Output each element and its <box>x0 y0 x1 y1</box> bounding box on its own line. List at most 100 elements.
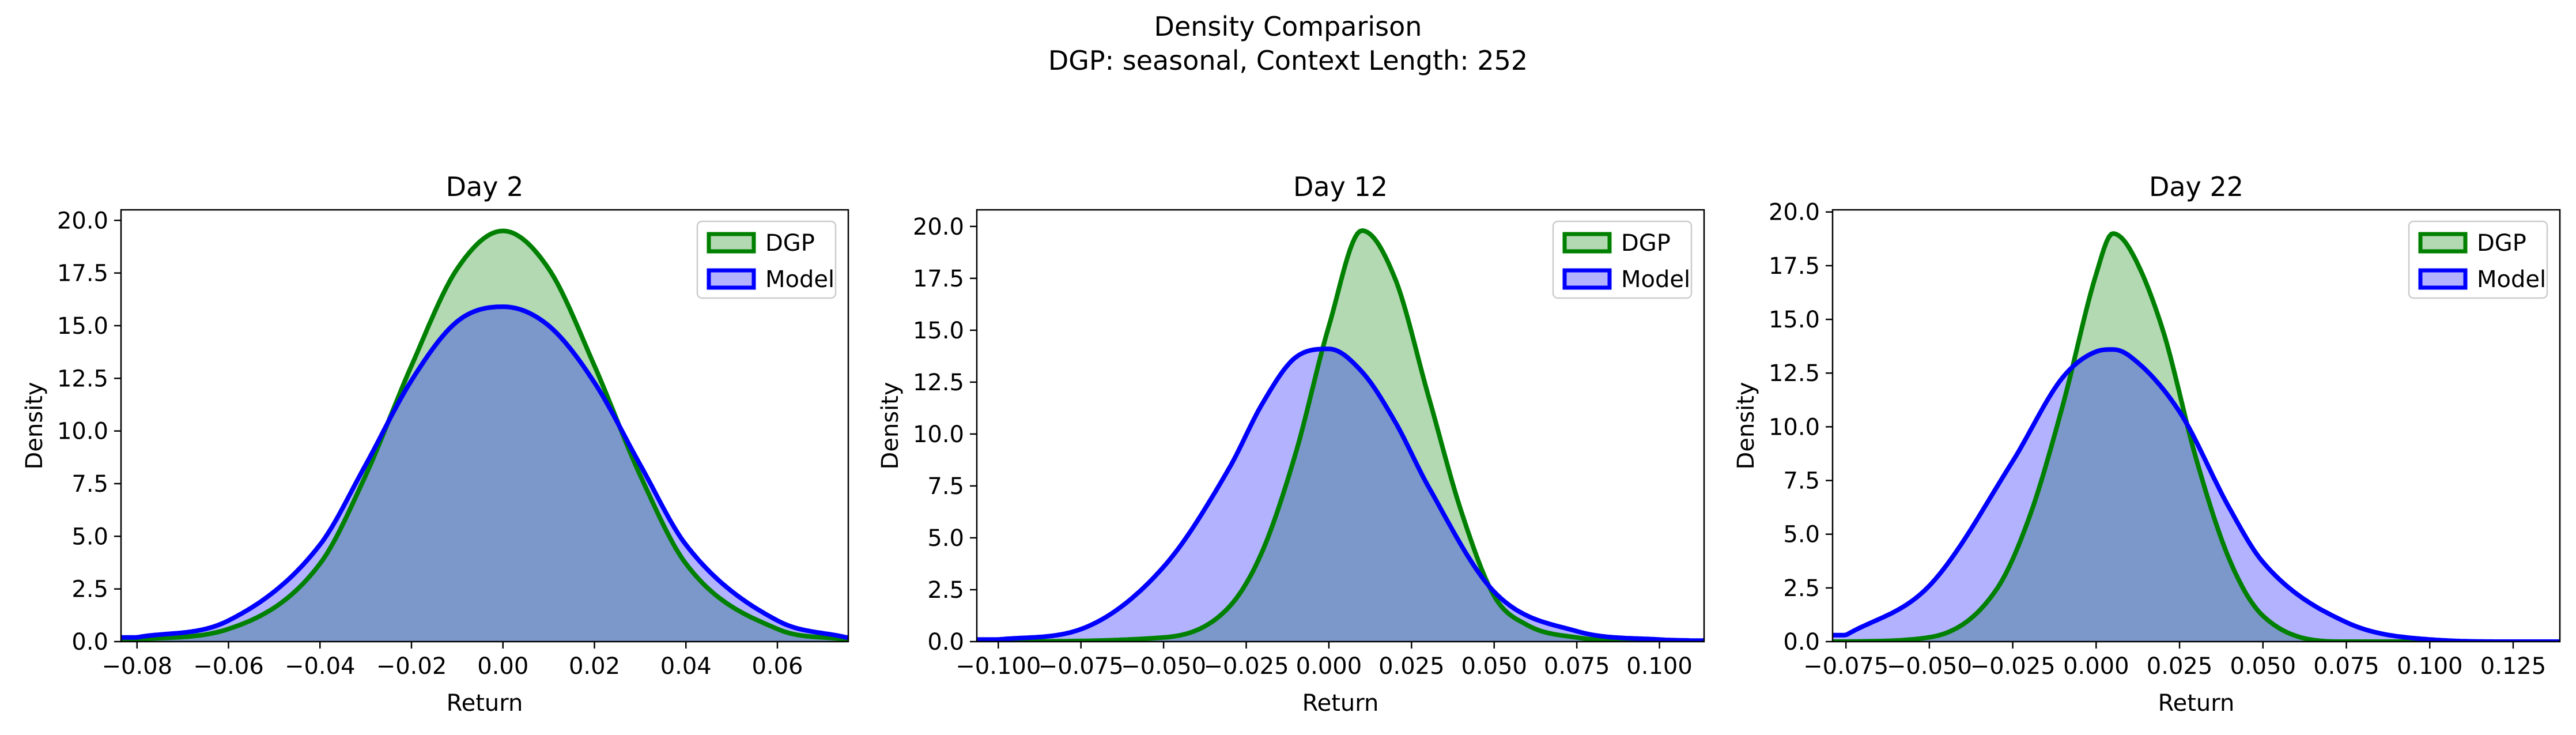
series-area-dgp <box>977 231 1704 642</box>
legend-box <box>1552 220 1693 299</box>
legend-box <box>2408 220 2548 299</box>
x-tick-label: −0.075 <box>1038 653 1124 680</box>
y-tick-label: 12.5 <box>913 370 964 396</box>
y-tick-label: 10.0 <box>1769 414 1820 440</box>
x-tick-label: 0.050 <box>1461 653 1527 680</box>
y-tick-label: 7.5 <box>927 473 964 500</box>
legend-label: DGP <box>2477 230 2526 257</box>
y-tick-label: 20.0 <box>913 214 964 240</box>
y-tick-label: 10.0 <box>913 421 964 448</box>
legend-swatch-dgp <box>1562 232 1612 254</box>
x-tick-label: 0.00 <box>477 653 528 680</box>
y-tick-label: 5.0 <box>1783 522 1820 548</box>
y-tick-label: 12.5 <box>1769 360 1820 387</box>
x-axis-label: Return <box>447 690 523 717</box>
legend: DGP Model <box>2408 220 2548 299</box>
series-line-model <box>121 304 848 640</box>
x-tick-label: −0.075 <box>1803 653 1888 680</box>
legend: DGP Model <box>696 220 837 299</box>
series-line-model <box>1833 347 2560 642</box>
legend-swatch-model <box>2418 268 2468 290</box>
y-tick-label: 0.0 <box>71 629 108 655</box>
y-tick-label: 0.0 <box>927 629 964 655</box>
subplot-title: Day 2 <box>446 171 524 202</box>
x-tick-label: 0.100 <box>2397 653 2463 680</box>
axes-frame <box>1831 209 2561 643</box>
axes-frame <box>120 209 849 643</box>
x-tick-label: 0.000 <box>2063 653 2129 680</box>
legend-swatch-model <box>707 268 756 290</box>
x-tick-label: −0.050 <box>1121 653 1206 680</box>
legend-label: Model <box>1621 266 1690 293</box>
x-tick-label: 0.075 <box>1544 653 1610 680</box>
x-tick-label: 0.125 <box>2480 653 2547 680</box>
series-area-model <box>977 349 1704 642</box>
y-tick-label: 5.0 <box>71 523 108 550</box>
plot-area <box>1833 231 2560 642</box>
legend-box <box>696 220 837 299</box>
plot-area <box>121 228 848 642</box>
y-tick-label: 17.5 <box>1769 253 1820 280</box>
figure-subtitle: DGP: seasonal, Context Length: 252 <box>1048 45 1528 76</box>
y-tick-label: 0.0 <box>1783 629 1820 655</box>
y-tick-label: 7.5 <box>71 471 108 497</box>
series-area-dgp <box>121 231 848 642</box>
legend-label: Model <box>765 266 834 293</box>
subplot-1: −0.08 −0.06 −0.04 −0.02 0.00 0.02 0.04 0.06 0.0 2… <box>21 171 849 717</box>
y-tick-label: 12.5 <box>57 365 108 392</box>
x-tick-label: 0.06 <box>751 653 803 680</box>
series-area-model <box>121 307 848 642</box>
x-tick-label: −0.050 <box>1887 653 1972 680</box>
legend-label: Model <box>2477 266 2546 293</box>
series-line-dgp <box>977 228 1704 642</box>
y-tick-label: 17.5 <box>913 266 964 292</box>
series-line-model <box>977 346 1704 642</box>
y-tick-label: 2.5 <box>1783 575 1820 602</box>
legend-swatch-dgp <box>2418 232 2468 254</box>
x-tick-label: −0.04 <box>285 653 356 680</box>
legend-swatch-dgp <box>707 232 756 254</box>
x-tick-label: −0.06 <box>193 653 264 680</box>
y-axis-label: Density <box>877 382 904 469</box>
x-tick-label: 0.050 <box>2230 653 2297 680</box>
x-tick-label: 0.075 <box>2313 653 2379 680</box>
series-line-dgp <box>121 228 848 642</box>
figure-title: Density Comparison <box>1154 11 1422 42</box>
series-area-model <box>1833 349 2560 642</box>
legend-swatch-model <box>1562 268 1612 290</box>
x-tick-label: 0.100 <box>1626 653 1693 680</box>
x-axis-label: Return <box>1302 690 1379 717</box>
plot-area <box>977 228 1704 642</box>
axes-frame <box>976 209 1705 643</box>
x-tick-label: −0.025 <box>1203 653 1289 680</box>
y-tick-label: 10.0 <box>57 419 108 445</box>
x-axis-label: Return <box>2158 690 2235 717</box>
y-tick-label: 2.5 <box>71 576 108 603</box>
y-tick-label: 20.0 <box>57 208 108 234</box>
y-tick-label: 15.0 <box>57 313 108 340</box>
y-tick-label: 2.5 <box>927 577 964 604</box>
subplot-3: −0.075−0.050−0.025 0.000 0.025 0.050 0.075 0.… <box>1733 171 2561 717</box>
y-tick-label: 15.0 <box>913 318 964 344</box>
x-tick-label: −0.02 <box>376 653 447 680</box>
y-tick-label: 5.0 <box>927 525 964 552</box>
x-tick-label: 0.02 <box>569 653 620 680</box>
x-tick-label: −0.08 <box>101 653 172 680</box>
x-tick-label: 0.000 <box>1296 653 1362 680</box>
series-line-dgp <box>1833 231 2560 642</box>
legend-label: DGP <box>1621 230 1671 257</box>
legend-label: DGP <box>765 230 815 257</box>
x-tick-label: 0.04 <box>660 653 712 680</box>
x-tick-label: 0.025 <box>2147 653 2213 680</box>
subplot-title: Day 12 <box>1293 171 1388 202</box>
legend: DGP Model <box>1552 220 1693 299</box>
x-tick-label: 0.025 <box>1378 653 1445 680</box>
subplot-2: −0.100−0.075−0.050−0.025 0.000 0.025 0.050 0… <box>877 171 1705 717</box>
x-tick-label: −0.100 <box>955 653 1041 680</box>
y-tick-label: 7.5 <box>1783 468 1820 495</box>
subplot-panels: −0.08 −0.06 −0.04 −0.02 0.00 0.02 0.04 0.060.02… <box>21 171 2561 717</box>
series-area-dgp <box>1833 233 2560 642</box>
y-tick-label: 20.0 <box>1769 199 1820 226</box>
subplot-title: Day 22 <box>2149 171 2243 202</box>
